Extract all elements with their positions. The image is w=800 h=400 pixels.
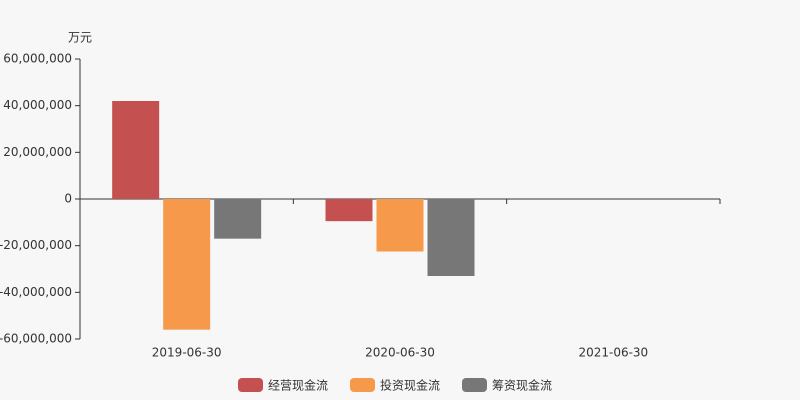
legend-label[interactable]: 经营现金流 bbox=[268, 378, 328, 393]
y-tick-label: 40,000,000 bbox=[3, 98, 72, 112]
legend-swatch[interactable] bbox=[238, 378, 263, 392]
y-tick-label: -40,000,000 bbox=[0, 285, 72, 299]
bar bbox=[376, 199, 424, 252]
y-tick-label: 20,000,000 bbox=[3, 145, 72, 159]
y-tick-label: 0 bbox=[64, 192, 72, 206]
bar bbox=[214, 199, 262, 239]
bar bbox=[427, 199, 475, 276]
x-tick-label: 2019-06-30 bbox=[152, 346, 222, 360]
x-tick-label: 2020-06-30 bbox=[365, 346, 435, 360]
legend-label[interactable]: 投资现金流 bbox=[380, 378, 440, 393]
bar bbox=[163, 199, 211, 330]
y-tick-label: 60,000,000 bbox=[3, 52, 72, 66]
y-tick-label: -60,000,000 bbox=[0, 332, 72, 346]
bar bbox=[112, 101, 160, 199]
legend-swatch[interactable] bbox=[350, 378, 375, 392]
legend-label[interactable]: 筹资现金流 bbox=[492, 378, 552, 393]
unit-label: 万元 bbox=[68, 31, 92, 45]
bar bbox=[325, 199, 373, 222]
legend-swatch[interactable] bbox=[462, 378, 487, 392]
x-tick-label: 2021-06-30 bbox=[578, 346, 648, 360]
y-tick-label: -20,000,000 bbox=[0, 238, 72, 252]
